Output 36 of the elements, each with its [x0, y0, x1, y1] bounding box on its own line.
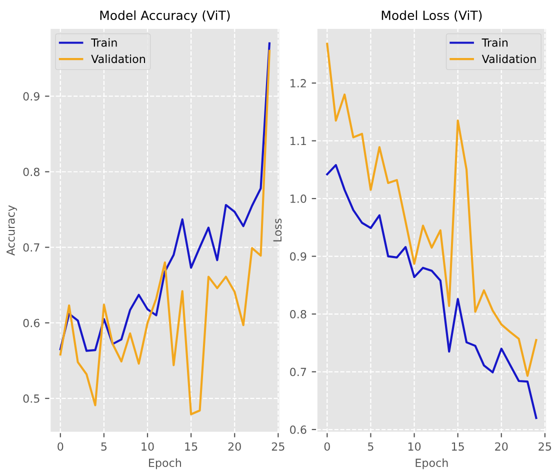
x-tick-label: 20 [228, 442, 241, 451]
y-tick-label: 0.6 [290, 425, 306, 434]
y-tick-label: 1.0 [290, 194, 306, 203]
x-tick-label: 0 [324, 442, 330, 451]
y-tick-label: 0.9 [290, 252, 306, 261]
y-axis-title: Loss [273, 218, 282, 242]
y-tick-label: 0.9 [23, 92, 40, 101]
x-axis-title: Epoch [149, 458, 181, 470]
x-tick-label: 15 [185, 442, 198, 451]
x-tick-label: 10 [142, 442, 154, 451]
x-tick-label: 0 [58, 442, 64, 451]
chart-title: Model Loss (ViT) [382, 10, 482, 22]
line-series [326, 164, 538, 420]
x-tick-label: 5 [101, 442, 107, 451]
chart-title: Model Accuracy (ViT) [100, 10, 230, 22]
y-tick-label: 0.7 [23, 243, 40, 252]
y-tick-label: 0.6 [23, 318, 40, 328]
y-tick-label: 1.1 [290, 136, 306, 146]
x-tick-label: 25 [538, 442, 552, 451]
legend-label: Validation [91, 54, 145, 64]
legend-label: Train [482, 38, 508, 47]
y-tick-label: 0.8 [23, 168, 40, 176]
x-tick-label: 25 [272, 442, 284, 451]
x-axis-title: Epoch [416, 458, 448, 470]
y-tick-label: 0.8 [290, 310, 306, 318]
x-tick-label: 10 [408, 442, 421, 451]
y-tick-label: 0.5 [23, 394, 40, 403]
legend-label: Validation [482, 54, 536, 64]
x-tick-label: 15 [452, 442, 464, 451]
y-tick-label: 0.7 [290, 368, 306, 376]
legend-label: Train [91, 38, 117, 47]
x-tick-label: 5 [368, 442, 374, 451]
line-series [59, 50, 271, 416]
x-tick-label: 20 [495, 442, 508, 451]
y-tick-label: 1.2 [290, 79, 306, 88]
y-axis-title: Accuracy [6, 205, 17, 256]
